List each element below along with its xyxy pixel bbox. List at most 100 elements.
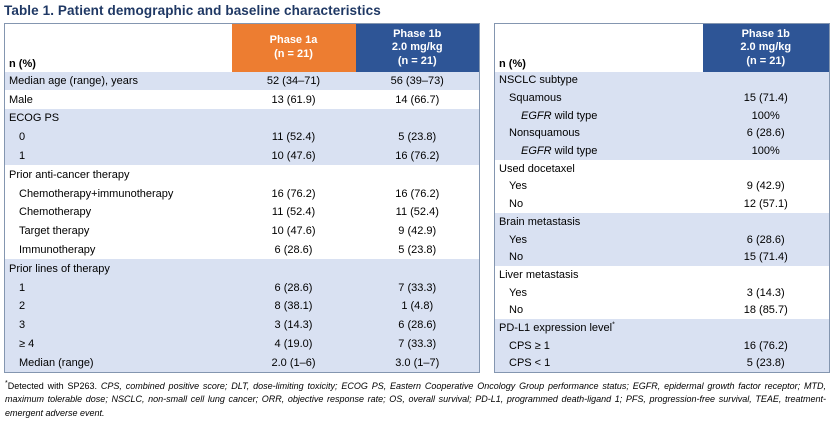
cell-value: 11 (52.4) [395, 206, 439, 219]
table-row: Yes 3 (14.3) [495, 284, 830, 302]
cell-value: 5 (23.8) [355, 127, 480, 147]
table-row: Brain metastasis [494, 213, 830, 231]
cell-value: 13 (61.9) [271, 93, 316, 106]
footnote: *Detected with SP263. CPS, combined posi… [5, 380, 826, 421]
table-row: 0 11 (52.4) 5 (23.8) [4, 127, 480, 147]
row-label: Chemotherapy+immunotherapy [19, 187, 174, 200]
table-row: NSCLC subtype [494, 71, 830, 90]
cell-value: 100% [702, 106, 830, 125]
row-label: EGFR wild type [494, 106, 703, 125]
row-label: EGFR wild type [494, 142, 703, 160]
cell-value: 1 (4.8) [355, 297, 480, 316]
table-row: Used docetaxel [495, 160, 830, 178]
table-row: EGFR wild type 100% [494, 106, 830, 125]
cell-value: 6 (28.6) [702, 230, 830, 249]
column-header: Phase 1b 2.0 mg/kg (n = 21) [702, 23, 830, 72]
row-label: No [509, 304, 524, 317]
row-label: Immunotherapy [19, 244, 96, 257]
column-header: Phase 1b 2.0 mg/kg (n = 21) [355, 23, 480, 72]
header-row: n (%) Phase 1a (n = 21) Phase 1b 2.0 mg/kg (n… [4, 23, 480, 72]
table-row: No 12 (57.1) [495, 195, 830, 213]
table-row: EGFR wild type 100% [494, 142, 830, 160]
cell-value: 14 (66.7) [395, 93, 440, 106]
cell-value: 6 (28.6) [274, 244, 313, 257]
cell-value [702, 213, 830, 231]
cell-value: 16 (76.2) [355, 146, 480, 166]
row-label: No [509, 198, 524, 211]
table-row: Chemotherapy 11 (52.4) 11 (52.4) [5, 203, 480, 222]
cell-value [231, 109, 356, 128]
row-label: Chemotherapy [19, 206, 92, 219]
cell-value: 56 (39–73) [355, 71, 480, 91]
row-label: ECOG PS [4, 109, 232, 128]
footnote-marker: * [5, 379, 8, 387]
cell-value [231, 259, 356, 279]
cell-value: 16 (76.2) [395, 187, 440, 200]
column-header: Phase 1a (n = 21) [231, 23, 356, 72]
table-row: Median age (range), years 52 (34–71) 56 (3… [4, 71, 480, 91]
table-body: Median age (range), years 52 (34–71) 56 (3… [4, 71, 480, 373]
row-label: Yes [494, 230, 703, 249]
table-row: Male 13 (61.9) 14 (66.7) [5, 90, 480, 109]
row-label: 1 [4, 146, 232, 166]
table-row: Prior lines of therapy [4, 259, 480, 279]
row-label: Brain metastasis [494, 213, 703, 231]
cell-value [703, 160, 830, 178]
table-title: Table 1. Patient demographic and baselin… [4, 3, 381, 18]
cell-value: 6 (28.6) [702, 124, 830, 143]
table-row: PD-L1 expression level* [494, 319, 830, 337]
table-row: Yes 6 (28.6) [494, 230, 830, 249]
cell-value: 11 (52.4) [271, 206, 316, 219]
cell-value: 9 (42.9) [398, 225, 437, 238]
cell-value [703, 266, 830, 284]
cell-value [702, 71, 830, 90]
tables-container: n (%) Phase 1a (n = 21) Phase 1b 2.0 mg/kg (n… [0, 23, 831, 373]
cell-value [356, 165, 480, 184]
cell-value: 3.0 (1–7) [355, 353, 480, 373]
table-row: ECOG PS [4, 109, 480, 128]
cell-value: 3 (14.3) [746, 286, 785, 299]
cell-value: 18 (85.7) [743, 304, 788, 317]
row-label: Yes [509, 286, 527, 299]
row-label: Median (range) [4, 353, 232, 373]
table-row: Median (range) 2.0 (1–6) 3.0 (1–7) [4, 353, 480, 373]
table-row: Target therapy 10 (47.6) 9 (42.9) [5, 222, 480, 241]
table-row: Liver metastasis [495, 266, 830, 284]
cell-value: 8 (38.1) [231, 297, 356, 316]
cell-value: 4 (19.0) [231, 334, 356, 354]
row-label: Squamous [494, 89, 703, 107]
cell-value [702, 319, 830, 337]
table-header: n (%) Phase 1b 2.0 mg/kg (n = 21) [494, 23, 830, 72]
header-row: n (%) Phase 1b 2.0 mg/kg (n = 21) [494, 23, 830, 72]
cell-value: 11 (52.4) [231, 127, 356, 147]
cell-value: 9 (42.9) [746, 180, 785, 193]
table-row: Chemotherapy+immunotherapy 16 (76.2) 16 (7… [5, 184, 480, 203]
cell-value: 15 (71.4) [702, 248, 830, 267]
cell-value [232, 165, 356, 184]
row-label: 0 [4, 127, 232, 147]
cell-value: 7 (33.3) [355, 278, 480, 298]
demographics-table-left: n (%) Phase 1a (n = 21) Phase 1b 2.0 mg/kg (n… [4, 23, 480, 373]
table-row: No 15 (71.4) [494, 248, 830, 267]
cell-value: 7 (33.3) [355, 334, 480, 354]
row-label: 2 [4, 297, 232, 316]
row-label: CPS ≥ 1 [494, 336, 703, 355]
row-label-header: n (%) [494, 23, 703, 72]
cell-value: 3 (14.3) [231, 315, 356, 335]
row-label: No [494, 248, 703, 267]
table-row: CPS ≥ 1 16 (76.2) [494, 336, 830, 355]
cell-value: 6 (28.6) [231, 278, 356, 298]
row-label: Target therapy [19, 225, 90, 238]
row-label: CPS < 1 [494, 354, 703, 373]
table-row: Immunotherapy 6 (28.6) 5 (23.8) [5, 241, 480, 260]
row-label: PD-L1 expression level* [494, 319, 703, 337]
cell-value: 10 (47.6) [231, 146, 356, 166]
row-label: Nonsquamous [494, 124, 703, 143]
cell-value: 16 (76.2) [702, 336, 830, 355]
